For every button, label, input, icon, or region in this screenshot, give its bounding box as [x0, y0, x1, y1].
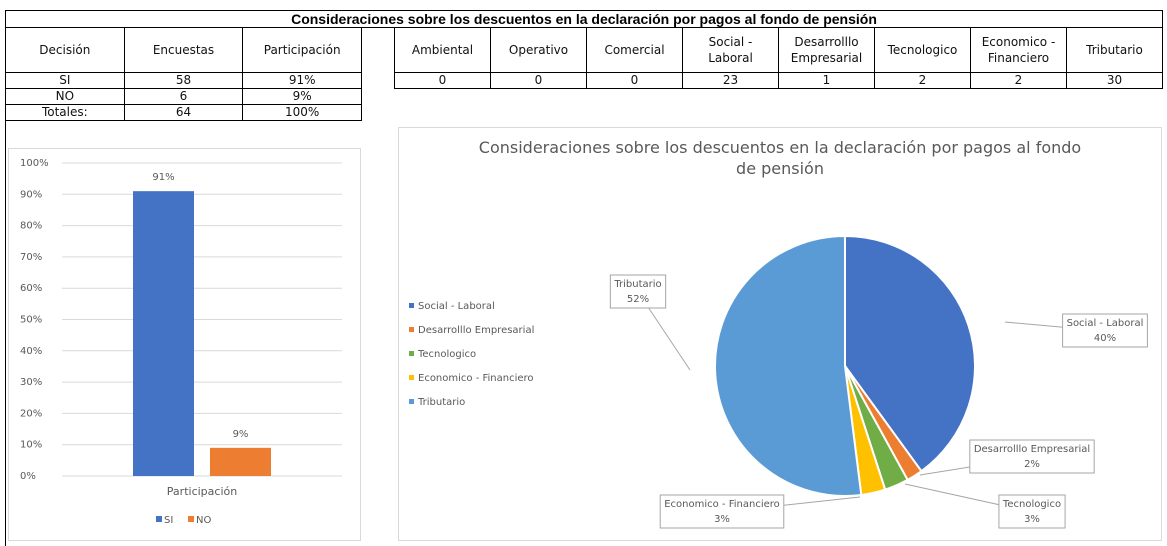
legend-swatch: [188, 516, 194, 522]
table-row: 0 0 0 23 1 2 2 30: [394, 72, 1163, 89]
y-tick-label: 100%: [20, 158, 49, 169]
table-cell: 2: [874, 72, 971, 89]
y-tick-label: 80%: [20, 221, 42, 232]
table-cell: 2: [970, 72, 1067, 89]
legend-label: Tecnologico: [417, 349, 476, 360]
table-cell: Participación: [242, 27, 362, 73]
table-cell: Tecnologico: [874, 27, 971, 73]
slice-value: 52%: [627, 294, 649, 305]
slice-label: Social - Laboral: [1067, 318, 1144, 329]
table-cell: 91%: [242, 72, 362, 89]
y-tick-label: 40%: [20, 346, 42, 357]
legend-swatch: [409, 303, 414, 308]
slice-value: 3%: [1024, 514, 1040, 525]
table-cell: 9%: [242, 88, 362, 105]
label-box: [609, 274, 667, 309]
slice-value: 2%: [1024, 459, 1040, 470]
legend-swatch: [409, 399, 414, 404]
legend-label: Social - Laboral: [418, 301, 495, 312]
table-left: Decisión Encuestas Participación SI 58 91% NO 6…: [5, 27, 362, 121]
table-cell: Desarrolllo Empresarial: [778, 27, 875, 73]
y-tick-label: 30%: [20, 377, 42, 388]
label-box: [1062, 313, 1148, 348]
label-box: [998, 494, 1066, 529]
table-cell: 0: [586, 72, 683, 89]
label-box: [659, 494, 785, 529]
slice-value: 40%: [1094, 333, 1116, 344]
table-cell: Decisión: [5, 27, 125, 73]
y-tick-label: 20%: [20, 408, 42, 419]
table-cell: 23: [682, 72, 779, 89]
legend-swatch: [156, 516, 162, 522]
legend-swatch: [409, 351, 414, 356]
slice-label: Tecnologico: [1002, 499, 1061, 510]
bar: [133, 191, 194, 477]
legend-label: NO: [196, 515, 211, 526]
table-cell: 1: [778, 72, 875, 89]
slice-label: Tributario: [613, 279, 661, 290]
table-row: NO 6 9%: [5, 88, 362, 105]
table-cell: Social - Laboral: [682, 27, 779, 73]
data-label: 9%: [233, 429, 249, 440]
table-cell: Operativo: [490, 27, 587, 73]
y-tick-label: 90%: [20, 189, 42, 200]
table-cell: Encuestas: [123, 27, 244, 73]
legend-label: Tributario: [417, 397, 465, 408]
slice-value: 3%: [714, 514, 730, 525]
slice-label: Economico - Financiero: [664, 499, 780, 510]
y-tick-label: 10%: [20, 440, 42, 451]
x-tick-label: Participación: [167, 485, 237, 498]
legend-label: Economico - Financiero: [418, 373, 534, 384]
table-cell: 30: [1066, 72, 1163, 89]
legend-label: SI: [164, 515, 173, 526]
table-right: Ambiental Operativo Comercial Social - Labo…: [394, 27, 1163, 89]
legend-swatch: [409, 327, 414, 332]
y-tick-label: 70%: [20, 252, 42, 263]
bar-panel: [8, 148, 361, 541]
table-cell: 0: [394, 72, 491, 89]
chart-title: Consideraciones sobre los descuentos en …: [479, 138, 1081, 178]
table-cell: 64: [123, 104, 244, 121]
y-tick-label: 0%: [20, 471, 36, 482]
pie-slice: [844, 234, 976, 473]
table-row: Totales: 64 100%: [5, 104, 362, 121]
bar: [210, 447, 271, 476]
table-row: Ambiental Operativo Comercial Social - Labo…: [394, 27, 1163, 73]
pie-panel: [398, 127, 1162, 541]
legend-label: Desarrolllo Empresarial: [418, 325, 534, 336]
table-row: Decisión Encuestas Participación: [5, 27, 362, 73]
label-box: [969, 439, 1095, 474]
pie-slice: [714, 234, 863, 497]
table-cell: 100%: [242, 104, 362, 121]
y-tick-label: 60%: [20, 283, 42, 294]
legend-swatch: [409, 375, 414, 380]
data-label: 91%: [152, 172, 174, 183]
y-tick-label: 50%: [20, 315, 42, 326]
slice-label: Desarrolllo Empresarial: [974, 444, 1090, 455]
table-cell: Comercial: [586, 27, 683, 73]
